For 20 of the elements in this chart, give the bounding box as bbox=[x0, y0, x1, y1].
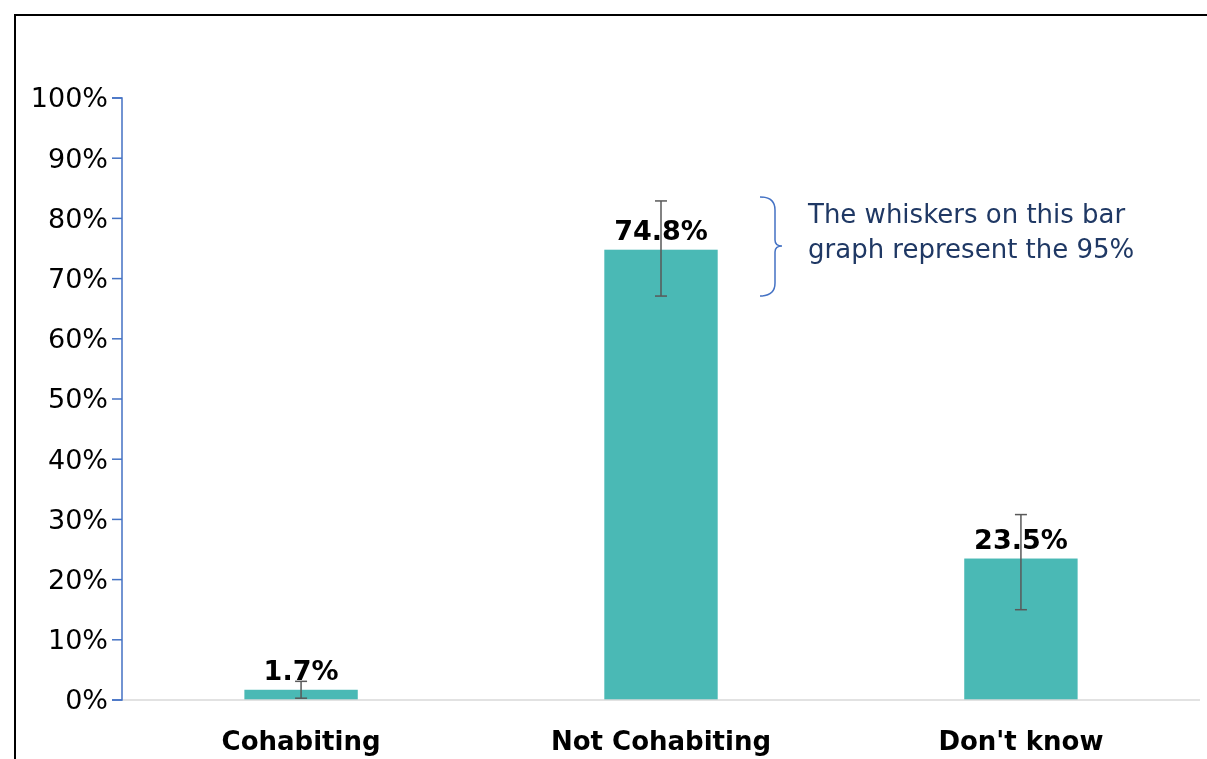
y-tick-label: 0% bbox=[65, 684, 108, 716]
y-tick-label: 50% bbox=[47, 383, 108, 415]
y-tick-label: 90% bbox=[47, 142, 108, 174]
y-tick-label: 30% bbox=[47, 503, 108, 535]
data-label: 74.8% bbox=[614, 214, 708, 246]
y-tick-label: 10% bbox=[47, 624, 108, 656]
data-label: 23.5% bbox=[974, 523, 1068, 555]
x-tick-label: Not Cohabiting bbox=[550, 726, 772, 756]
bar bbox=[964, 558, 1078, 700]
data-label: 1.7% bbox=[263, 654, 339, 686]
y-tick-label: 20% bbox=[47, 564, 108, 596]
x-tick-label: Don't know bbox=[938, 726, 1104, 756]
x-tick-label: Cohabiting bbox=[221, 726, 381, 756]
y-tick-label: 70% bbox=[47, 263, 108, 295]
y-tick-label: 100% bbox=[30, 82, 108, 114]
annotation: The whiskers on this bar graph represent the 95% bbox=[807, 199, 1135, 264]
y-tick-label: 80% bbox=[47, 202, 108, 234]
y-tick-label: 40% bbox=[47, 443, 108, 475]
bar bbox=[604, 249, 718, 700]
y-tick-label: 60% bbox=[47, 323, 108, 355]
